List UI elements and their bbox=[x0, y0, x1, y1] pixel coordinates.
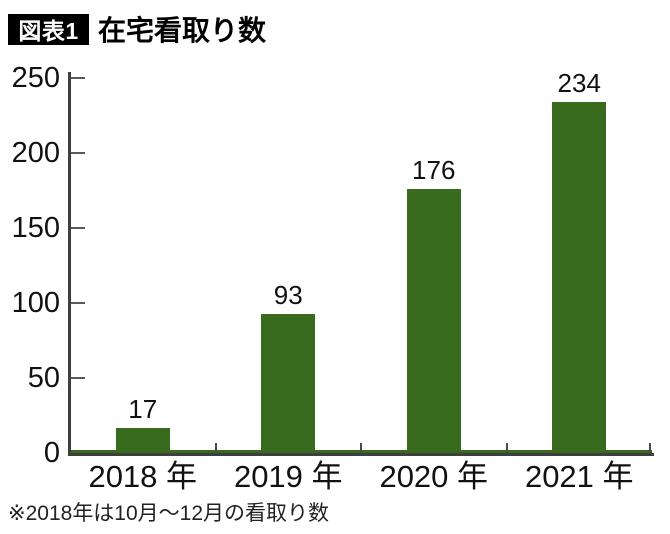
bar-value-label: 176 bbox=[412, 155, 456, 185]
x-axis-tick bbox=[214, 443, 217, 453]
bar-2019年 bbox=[261, 313, 316, 453]
y-axis-tick-label: 100 bbox=[11, 287, 60, 319]
x-axis-tick bbox=[649, 443, 651, 453]
chart-footnote: ※2018年は10月〜12月の看取り数 bbox=[8, 502, 330, 525]
y-axis-tick-label: 0 bbox=[43, 437, 60, 469]
figure-number-badge: 図表1 bbox=[8, 13, 89, 45]
x-axis-tick bbox=[360, 443, 362, 453]
bar-value-label: 17 bbox=[128, 393, 158, 424]
x-axis-category-label: 2018 年 bbox=[88, 459, 198, 494]
y-axis-tick-label: 150 bbox=[11, 212, 60, 244]
x-axis-tick bbox=[505, 443, 508, 453]
x-axis-line bbox=[68, 453, 654, 456]
y-axis-tick-label: 250 bbox=[11, 62, 60, 94]
x-axis-category-label: 2021 年 bbox=[524, 459, 634, 494]
y-axis-tick-label: 50 bbox=[27, 362, 60, 394]
bar-2020年 bbox=[406, 189, 461, 453]
y-axis-tick bbox=[71, 227, 85, 229]
y-axis-tick bbox=[71, 377, 85, 379]
chart-header: 図表1 在宅看取り数 bbox=[8, 9, 266, 49]
bar-value-label: 93 bbox=[273, 279, 303, 310]
y-axis-tick bbox=[71, 77, 85, 79]
chart-title: 在宅看取り数 bbox=[98, 15, 267, 46]
x-axis-category-label: 2019 年 bbox=[233, 459, 343, 494]
x-axis-category-label: 2020 年 bbox=[379, 459, 489, 494]
bar-value-label: 234 bbox=[557, 68, 601, 98]
y-axis-tick bbox=[71, 302, 85, 304]
y-axis-tick-label: 200 bbox=[11, 137, 60, 169]
y-axis-tick bbox=[71, 152, 85, 154]
bar-2018年 bbox=[115, 427, 170, 453]
y-axis-line bbox=[68, 72, 71, 456]
bar-2021年 bbox=[552, 102, 607, 453]
